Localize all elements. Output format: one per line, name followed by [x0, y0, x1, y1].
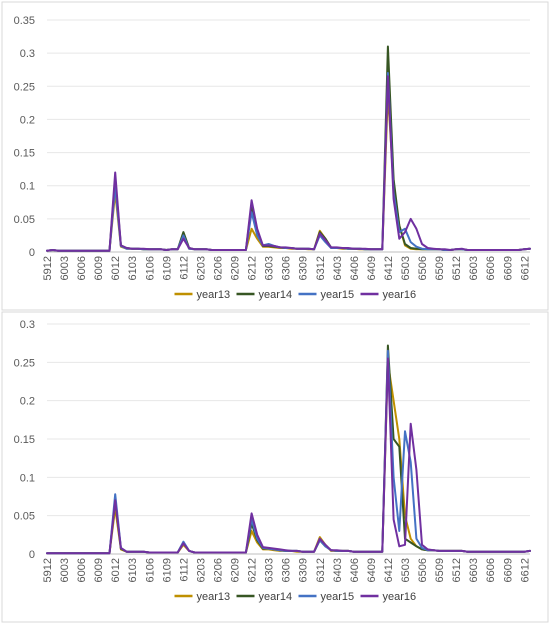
x-tick-label: 6312: [315, 558, 327, 582]
x-tick-label: 6006: [76, 558, 88, 582]
x-tick-label: 6206: [212, 256, 224, 280]
x-tick-label: 6412: [383, 256, 395, 280]
x-tick-label: 6506: [417, 558, 429, 582]
x-tick-label: 6209: [230, 558, 242, 582]
x-tick-label: 6303: [264, 256, 276, 280]
x-tick-label: 6609: [502, 558, 514, 582]
x-tick-label: 6003: [59, 256, 71, 280]
x-tick-label: 6512: [451, 256, 463, 280]
x-tick-label: 6009: [93, 558, 105, 582]
y-tick-label: 0.1: [20, 181, 35, 193]
legend-label-year13: year13: [197, 591, 231, 603]
x-tick-label: 6006: [76, 256, 88, 280]
y-tick-label: 0.35: [14, 15, 35, 27]
x-tick-label: 6509: [434, 558, 446, 582]
x-tick-label: 6409: [366, 256, 378, 280]
x-tick-label: 6206: [212, 558, 224, 582]
x-tick-label: 6606: [485, 558, 497, 582]
y-tick-label: 0.05: [14, 511, 35, 523]
y-tick-label: 0: [29, 549, 35, 561]
x-tick-label: 6212: [247, 256, 259, 280]
x-tick-label: 6409: [366, 558, 378, 582]
x-tick-label: 6603: [468, 256, 480, 280]
x-tick-label: 5912: [42, 256, 54, 280]
x-tick-label: 6406: [349, 256, 361, 280]
x-tick-label: 6612: [519, 256, 531, 280]
y-tick-label: 0.3: [20, 319, 35, 331]
legend-label-year15: year15: [321, 591, 355, 603]
legend-label-year15: year15: [321, 289, 355, 301]
x-tick-label: 6506: [417, 256, 429, 280]
x-tick-label: 6403: [332, 256, 344, 280]
x-tick-label: 6103: [127, 558, 139, 582]
x-tick-label: 6109: [161, 256, 173, 280]
x-tick-label: 6009: [93, 256, 105, 280]
x-tick-label: 6609: [502, 256, 514, 280]
x-tick-label: 6003: [59, 558, 71, 582]
x-tick-label: 6012: [110, 256, 122, 280]
legend: year13 year14 year15 year16: [174, 289, 417, 301]
y-tick-label: 0.3: [20, 48, 35, 60]
series-line-year16: [46, 75, 531, 252]
x-tick-label: 6509: [434, 256, 446, 280]
x-tick-label: 5912: [42, 558, 54, 582]
x-tick-label: 6112: [178, 558, 190, 582]
x-tick-label: 6412: [383, 558, 395, 582]
x-tick-label: 6103: [127, 256, 139, 280]
x-tick-label: 6606: [485, 256, 497, 280]
x-tick-label: 6112: [178, 256, 190, 280]
x-tick-label: 6309: [298, 558, 310, 582]
x-tick-label: 6306: [281, 256, 293, 280]
y-tick-label: 0: [29, 247, 35, 259]
x-tick-label: 6306: [281, 558, 293, 582]
chart-area-border: [1, 311, 549, 623]
x-tick-label: 6106: [144, 558, 156, 582]
x-tick-label: 6212: [247, 558, 259, 582]
y-tick-label: 0.2: [20, 396, 35, 408]
y-tick-label: 0.15: [14, 434, 35, 446]
x-tick-label: 6012: [110, 558, 122, 582]
chart-panel-1: 0 0.05 0.1 0.15 0.2 0.25 0.3 0.35 5912 6003 6006 60…: [1, 1, 549, 311]
x-tick-label: 6612: [519, 558, 531, 582]
legend-label-year16: year16: [383, 591, 417, 603]
legend-label-year14: year14: [259, 591, 293, 603]
x-tick-label: 6106: [144, 256, 156, 280]
legend-label-year14: year14: [259, 289, 293, 301]
x-tick-label: 6109: [161, 558, 173, 582]
x-tick-label: 6403: [332, 558, 344, 582]
x-tick-label: 6603: [468, 558, 480, 582]
y-tick-label: 0.15: [14, 148, 35, 160]
x-tick-label: 6312: [315, 256, 327, 280]
legend-label-year13: year13: [197, 289, 231, 301]
chart-panel-2: 0 0.05 0.1 0.15 0.2 0.25 0.3 5912 6003 6006 6009 60…: [1, 311, 549, 623]
x-tick-label: 6303: [264, 558, 276, 582]
y-tick-label: 0.25: [14, 357, 35, 369]
x-tick-label: 6309: [298, 256, 310, 280]
x-tick-label: 6503: [400, 256, 412, 280]
series-line-year16: [46, 357, 531, 555]
x-tick-label: 6203: [195, 558, 207, 582]
x-tick-label: 6406: [349, 558, 361, 582]
y-tick-label: 0.1: [20, 472, 35, 484]
legend: year13 year14 year15 year16: [174, 591, 417, 603]
x-tick-label: 6503: [400, 558, 412, 582]
x-tick-label: 6203: [195, 256, 207, 280]
x-tick-label: 6209: [230, 256, 242, 280]
y-tick-label: 0.25: [14, 81, 35, 93]
legend-label-year16: year16: [383, 289, 417, 301]
y-tick-label: 0.2: [20, 114, 35, 126]
y-tick-label: 0.05: [14, 214, 35, 226]
x-tick-label: 6512: [451, 558, 463, 582]
